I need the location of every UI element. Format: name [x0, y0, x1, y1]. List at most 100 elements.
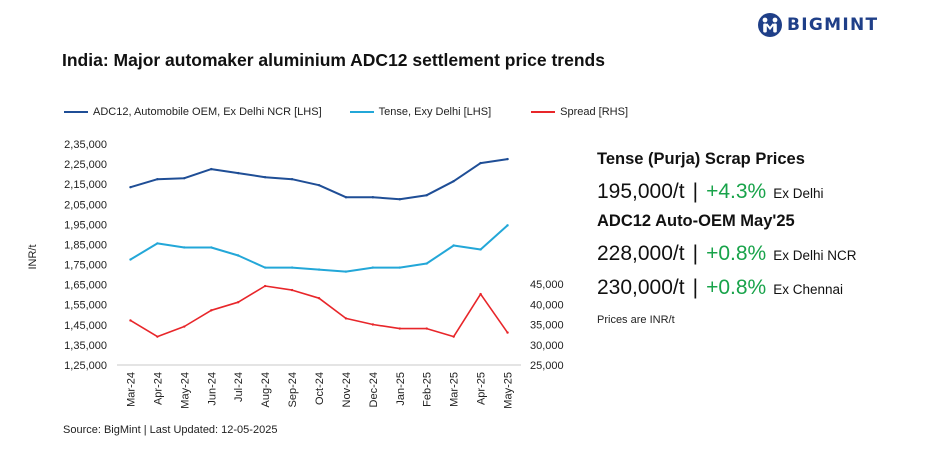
- adc12-chennai-location: Ex Chennai: [773, 282, 843, 297]
- tense-location: Ex Delhi: [773, 186, 824, 201]
- adc12-delhi-location: Ex Delhi NCR: [773, 248, 857, 263]
- adc12-delhi-price: 228,000/t: [597, 242, 685, 265]
- tense-separator: |: [692, 180, 699, 203]
- x-tick-label: May-24: [179, 372, 191, 409]
- data-point-spread: [129, 319, 132, 322]
- legend-label-adc12: ADC12, Automobile OEM, Ex Delhi NCR [LHS…: [93, 106, 322, 118]
- chart-legend: ADC12, Automobile OEM, Ex Delhi NCR [LHS…: [64, 106, 628, 118]
- data-point-spread: [371, 323, 375, 326]
- x-tick-label: Mar-24: [125, 372, 137, 407]
- data-point-spread: [452, 335, 455, 338]
- adc12-delhi-change: +0.8%: [706, 242, 767, 265]
- data-point-spread: [479, 292, 482, 296]
- legend-swatch-adc12: [64, 111, 88, 113]
- y-left-tick-label: 1,25,000: [64, 360, 107, 372]
- legend-item-tense: Tense, Exy Delhi [LHS]: [349, 106, 492, 118]
- data-point-adc12: [290, 177, 294, 181]
- y-left-tick-label: 2,25,000: [64, 159, 107, 171]
- data-point-tense: [452, 244, 455, 247]
- data-point-spread: [425, 327, 428, 330]
- data-point-spread: [290, 288, 294, 292]
- bigmint-logo-icon: [758, 13, 782, 37]
- data-point-tense: [317, 268, 321, 271]
- data-point-tense: [479, 248, 482, 251]
- source-note: Source: BigMint | Last Updated: 12-05-20…: [63, 424, 278, 436]
- y-right-tick-label: 45,000: [530, 279, 564, 291]
- data-point-spread: [263, 284, 267, 288]
- price-summary-panel: Tense (Purja) Scrap Prices 195,000/t | +…: [597, 150, 927, 326]
- data-point-spread: [344, 317, 348, 320]
- data-point-spread: [317, 296, 321, 300]
- data-point-tense: [398, 266, 401, 269]
- y-left-tick-label: 1,65,000: [64, 280, 107, 292]
- series-line-tense: [129, 224, 509, 273]
- data-point-adc12: [129, 185, 132, 189]
- y-left-tick-label: 2,15,000: [64, 179, 107, 191]
- series-line-spread: [130, 285, 509, 338]
- y-left-tick-label: 1,75,000: [64, 260, 107, 272]
- chart-title: India: Major automaker aluminium ADC12 s…: [62, 50, 605, 70]
- data-point-adc12: [425, 194, 428, 197]
- x-tick-label: Aug-24: [260, 372, 272, 407]
- y-left-tick-label: 1,85,000: [64, 239, 107, 251]
- x-tick-label: May-25: [503, 372, 515, 409]
- data-point-adc12: [398, 198, 401, 201]
- tense-price: 195,000/t: [597, 180, 685, 203]
- data-point-adc12: [183, 176, 186, 180]
- y-left-tick-label: 2,05,000: [64, 199, 107, 211]
- y-right-tick-label: 30,000: [530, 340, 564, 352]
- price-unit-note: Prices are INR/t: [597, 314, 675, 326]
- data-point-tense: [156, 242, 159, 245]
- tense-heading: Tense (Purja) Scrap Prices: [597, 150, 805, 168]
- y-axis-title: INR/t: [27, 244, 39, 269]
- y-left-tick-label: 1,35,000: [64, 340, 107, 352]
- adc12-chennai-row: 230,000/t | +0.8% Ex Chennai: [597, 276, 927, 300]
- y-left-tick-label: 1,95,000: [64, 219, 107, 231]
- x-tick-label: Oct-24: [314, 372, 326, 405]
- x-tick-label: Feb-25: [422, 372, 434, 407]
- data-point-adc12: [371, 196, 375, 199]
- legend-item-spread: Spread [RHS]: [531, 106, 628, 118]
- y-right-tick-label: 35,000: [530, 320, 564, 332]
- y-left-tick-label: 2,35,000: [64, 139, 107, 151]
- data-point-tense: [263, 266, 267, 269]
- x-tick-label: Jul-24: [233, 372, 245, 402]
- y-left-tick-label: 1,45,000: [64, 320, 107, 332]
- series-line-adc12: [130, 158, 508, 201]
- data-point-adc12: [344, 196, 348, 199]
- data-point-spread: [237, 301, 240, 304]
- y-right-tick-label: 40,000: [530, 299, 564, 311]
- x-tick-label: Apr-24: [152, 372, 164, 405]
- data-point-tense: [210, 246, 213, 249]
- data-point-tense: [183, 246, 186, 249]
- brand-name: BIGMINT: [787, 15, 879, 35]
- data-point-adc12: [156, 177, 159, 181]
- legend-label-spread: Spread [RHS]: [560, 106, 629, 118]
- data-point-tense: [506, 224, 509, 227]
- data-point-adc12: [452, 179, 455, 183]
- brand-logo: BIGMINT: [757, 12, 878, 38]
- legend-label-tense: Tense, Exy Delhi [LHS]: [378, 106, 492, 118]
- data-point-tense: [344, 270, 348, 273]
- legend-item-adc12: ADC12, Automobile OEM, Ex Delhi NCR [LHS…: [64, 106, 322, 118]
- x-tick-label: Nov-24: [341, 372, 353, 407]
- data-point-tense: [290, 266, 294, 269]
- data-point-spread: [398, 327, 401, 330]
- legend-swatch-tense: [349, 111, 374, 113]
- data-point-spread: [183, 325, 186, 328]
- data-point-adc12: [263, 175, 267, 179]
- adc12-chennai-change: +0.8%: [706, 276, 767, 299]
- legend-swatch-spread: [531, 111, 556, 113]
- x-tick-label: Dec-24: [368, 372, 380, 407]
- adc12-heading: ADC12 Auto-OEM May'25: [597, 212, 795, 230]
- data-point-adc12: [210, 167, 213, 171]
- data-point-tense: [129, 258, 132, 261]
- adc12-chennai-price: 230,000/t: [597, 276, 685, 299]
- y-right-tick-label: 25,000: [530, 360, 564, 372]
- x-tick-label: Jan-25: [395, 372, 407, 406]
- x-tick-label: Mar-25: [449, 372, 461, 407]
- data-point-adc12: [506, 157, 509, 161]
- data-point-tense: [425, 262, 428, 265]
- tense-change: +4.3%: [706, 180, 767, 203]
